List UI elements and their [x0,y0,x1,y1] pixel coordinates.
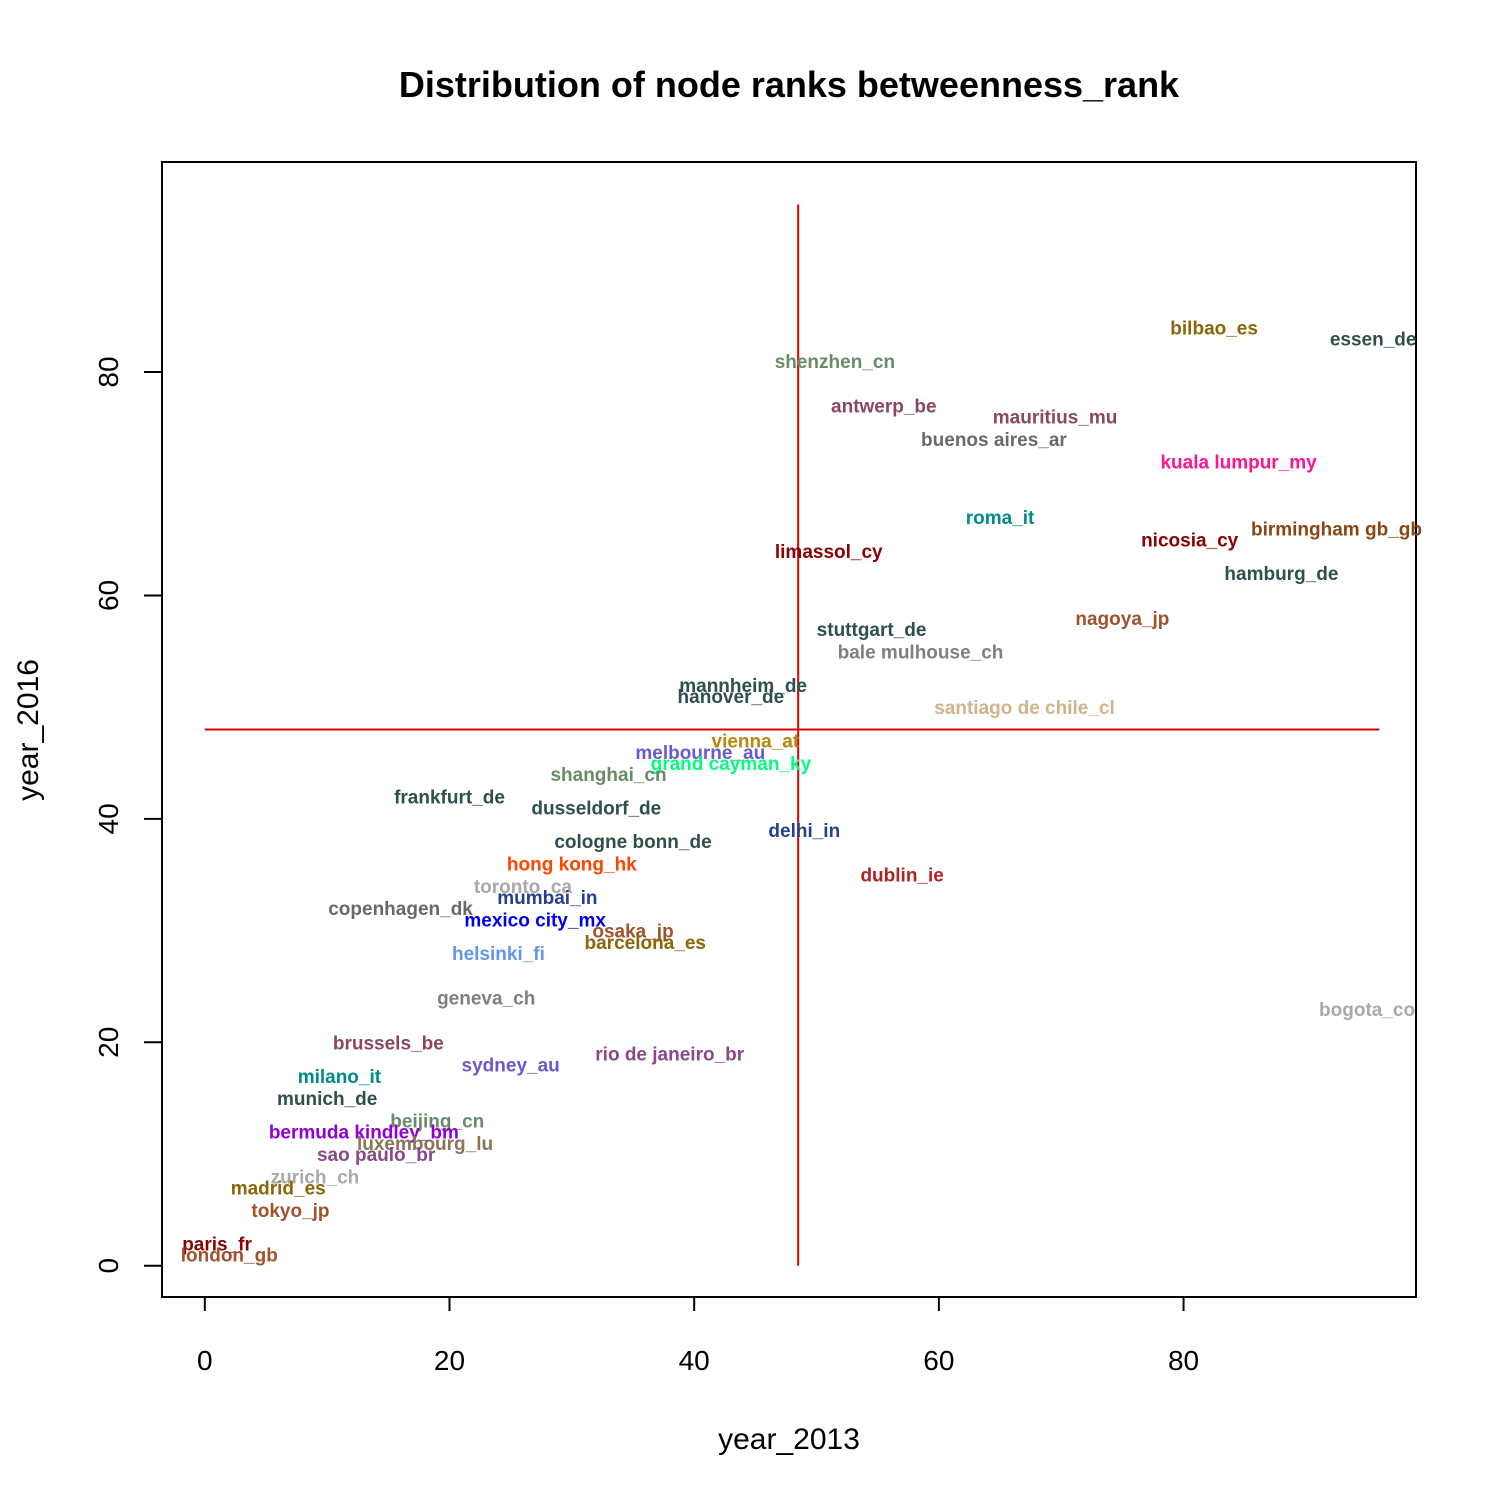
point-label: hanover_de [678,687,785,708]
point-label: beijing_cn [390,1111,484,1132]
point-label: dusseldorf_de [531,799,661,820]
x-axis: 0 20 40 60 80 [197,1296,1199,1376]
reference-lines [204,204,1380,1266]
point-label: milano_it [298,1067,382,1088]
point-label: london_gb [181,1246,278,1267]
x-axis-title: year_2013 [718,1423,860,1456]
y-axis: 0 20 40 60 80 [93,356,163,1274]
y-tick-label: 80 [93,356,124,387]
point-label: bilbao_es [1170,318,1258,339]
point-label: sydney_au [462,1056,560,1077]
point-label: cologne bonn_de [554,832,711,853]
point-label: helsinki_fi [452,944,545,965]
point-label: shanghai_cn [550,765,666,786]
point-label: munich_de [277,1089,377,1110]
y-tick-label: 0 [93,1258,124,1274]
point-label: stuttgart_de [817,620,927,641]
y-tick-label: 40 [93,803,124,834]
point-label: sao paulo_br [317,1145,436,1166]
point-label: bale mulhouse_ch [838,642,1004,663]
x-tick-label: 80 [1168,1345,1199,1376]
point-label: nicosia_cy [1141,531,1239,552]
point-label: limassol_cy [775,542,883,563]
point-label: hong kong_hk [507,855,637,876]
point-label: copenhagen_dk [328,899,473,920]
y-tick-label: 60 [93,580,124,611]
point-label: mauritius_mu [993,408,1118,429]
point-label: osaka_jp [592,922,673,943]
y-tick-label: 20 [93,1027,124,1058]
point-label: dublin_ie [860,866,943,887]
point-label: kuala lumpur_my [1160,452,1317,473]
point-label: geneva_ch [437,989,535,1010]
point-label: vienna_at [712,732,800,753]
point-label: zurich_ch [271,1167,360,1188]
point-label: grand cayman_ky [651,754,812,775]
chart-title: Distribution of node ranks betweenness_r… [399,64,1180,105]
x-tick-label: 60 [923,1345,954,1376]
point-label: essen_de [1330,330,1417,351]
point-label: mannheim_de [679,676,807,697]
point-label: santiago de chile_cl [934,698,1115,719]
point-label: antwerp_be [831,397,937,418]
point-label: mexico city_mx [464,910,606,931]
x-tick-label: 0 [197,1345,213,1376]
point-label: shenzhen_cn [775,352,895,373]
point-label: brussels_be [333,1033,444,1054]
point-label: buenos aires_ar [921,430,1067,451]
point-label: delhi_in [768,821,840,842]
point-label: hamburg_de [1224,564,1338,585]
point-label: bogota_co [1319,1000,1415,1021]
point-labels: bilbao_es essen_de shenzhen_cn antwerp_bema… [181,318,1422,1266]
point-label: nagoya_jp [1075,609,1169,630]
point-label: melbourne_au [635,743,765,764]
point-label: toronto_ca [474,877,573,898]
point-label: luxembourg_lu [357,1134,493,1155]
point-label: birmingham gb_gb [1251,519,1422,540]
point-label: paris_fr [182,1234,252,1255]
x-tick-label: 40 [679,1345,710,1376]
point-label: mumbai_in [497,888,597,909]
point-label: rio de janeiro_br [595,1044,744,1065]
point-label: bermuda kindley_bm [269,1123,459,1144]
point-label: tokyo_jp [251,1201,329,1222]
point-label: roma_it [966,508,1035,529]
point-label: barcelona_es [585,933,706,954]
x-tick-label: 20 [434,1345,465,1376]
point-label: frankfurt_de [394,788,505,809]
point-label: madrid_es [231,1179,326,1200]
y-axis-title: year_2016 [12,659,45,801]
